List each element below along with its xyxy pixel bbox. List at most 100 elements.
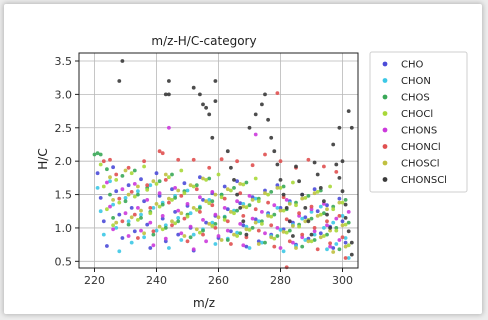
point-chonscl [266,117,270,122]
point-cho [312,187,317,192]
point-chonscl [204,105,209,110]
point-chon [148,183,153,188]
point-chon [139,212,143,217]
point-chocl [142,164,147,169]
figure-frame: m/z-H/C-category 220 240 260 280 300 0.5 1.0 1.… [4,4,482,314]
point-chos [235,208,240,213]
point-choscl [114,220,119,225]
point-chon [123,196,128,200]
point-choncl [222,196,227,201]
point-chons [275,226,280,230]
point-chocl [260,222,264,226]
point-chonscl [343,202,348,207]
point-chon [235,230,240,235]
point-chos [163,226,168,230]
points-layer [92,59,354,270]
point-chon [207,198,212,202]
point-cho [244,244,249,249]
point-choncl [235,159,240,164]
point-chons [198,195,202,200]
legend-label-cho: CHO [401,60,424,71]
point-chons [132,182,137,186]
point-cho [275,183,280,188]
point-chons [328,244,332,249]
point-choscl [238,182,243,186]
point-choncl [244,235,249,240]
point-choscl [281,230,286,234]
point-chon [275,206,280,210]
point-chos [157,179,162,184]
point-chonscl [167,79,171,83]
point-choscl [188,183,193,188]
point-choscl [191,206,196,210]
point-chon [343,236,348,240]
point-chonscl [225,149,230,154]
point-chocl [216,172,221,177]
point-chocl [343,222,348,227]
point-chonscl [303,206,308,210]
point-chonscl [315,172,320,177]
x-tick-label: 300 [332,274,353,287]
point-chos [256,196,261,201]
point-chonscl [263,92,267,97]
x-tick-label: 260 [208,274,229,287]
point-chos [151,232,156,237]
point-chons [216,234,221,238]
point-choncl [132,212,137,217]
point-chons [284,198,289,202]
point-choscl [213,192,218,197]
point-chonscl [340,159,345,164]
point-cho [117,212,122,217]
point-chos [136,192,140,197]
point-chons [123,211,128,216]
y-tick-label: 0.5 [55,255,73,268]
point-chonscl [201,102,205,107]
point-chos [105,167,109,172]
point-choncl [343,256,348,260]
point-chos [210,199,215,204]
point-chos [222,215,227,220]
y-tick-label: 3.0 [55,88,73,101]
point-chons [204,239,209,244]
point-chons [235,199,240,204]
point-chos [132,168,137,173]
point-chons [238,222,243,226]
y-tick-label: 3.5 [55,55,73,68]
point-cho [263,188,267,193]
point-chocl [278,186,283,190]
point-chos [272,212,277,217]
point-cho [139,177,143,182]
point-chonscl [349,125,354,130]
legend-marker-chonscl [382,177,388,182]
point-chonscl [275,162,280,167]
point-chons [179,231,184,236]
point-choscl [201,176,205,181]
point-chon [117,249,122,254]
point-choncl [266,200,270,205]
point-choscl [139,208,143,213]
point-choscl [207,222,212,226]
point-chon [253,196,258,201]
point-choncl [213,226,218,230]
point-cho [182,181,187,186]
point-chons [185,202,190,206]
point-choncl [191,157,196,162]
point-choncl [136,236,140,240]
point-choncl [157,149,162,154]
point-chon [256,219,261,224]
point-cho [111,165,115,170]
point-chocl [253,176,258,181]
point-chon [142,235,147,240]
point-chonscl [294,164,298,169]
point-choncl [198,210,202,214]
point-choncl [297,211,301,216]
point-chon [303,238,308,242]
point-chon [98,209,103,214]
point-choncl [225,219,230,224]
point-chocl [160,227,165,232]
point-chocl [303,196,308,200]
point-choncl [306,157,311,162]
legend-marker-chocl [382,111,388,116]
point-choncl [142,159,147,164]
point-cho [340,219,345,224]
